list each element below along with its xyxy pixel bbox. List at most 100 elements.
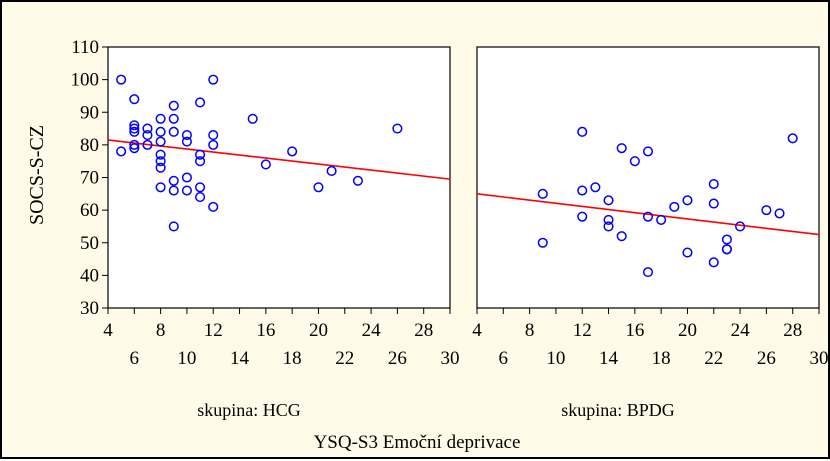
x-tick-label: 10 <box>546 348 565 369</box>
y-tick-label: 110 <box>71 37 99 58</box>
data-point <box>155 162 166 173</box>
x-tick-label: 28 <box>414 320 433 341</box>
data-point <box>168 185 179 196</box>
x-tick-label: 10 <box>177 348 196 369</box>
y-tick-label: 60 <box>80 200 99 221</box>
data-point <box>181 130 192 141</box>
x-tick-label: 6 <box>499 348 509 369</box>
x-tick-label: 30 <box>441 348 460 369</box>
data-point <box>629 156 640 167</box>
data-point <box>129 126 140 137</box>
x-tick-label: 16 <box>256 320 275 341</box>
y-tick-label: 30 <box>80 298 99 319</box>
x-tick-label: 16 <box>625 320 644 341</box>
x-tick-label: 20 <box>309 320 328 341</box>
x-tick-label: 22 <box>335 348 354 369</box>
data-point <box>603 214 614 225</box>
data-point <box>313 182 324 193</box>
data-point <box>761 205 772 216</box>
y-tick-label: 90 <box>80 102 99 123</box>
x-tick-label: 24 <box>362 320 382 341</box>
plot-area-2 <box>476 46 820 309</box>
data-point <box>142 123 153 134</box>
data-point <box>682 195 693 206</box>
data-point <box>774 208 785 219</box>
data-point <box>708 257 719 268</box>
data-point <box>195 97 206 108</box>
x-tick-label: 24 <box>731 320 751 341</box>
regression-line <box>107 139 451 180</box>
data-point <box>129 120 140 131</box>
data-point <box>155 149 166 160</box>
x-tick-label: 8 <box>156 320 166 341</box>
data-point <box>787 133 798 144</box>
data-point <box>142 139 153 150</box>
data-point <box>155 136 166 147</box>
x-tick-label: 8 <box>525 320 535 341</box>
x-tick-label: 18 <box>283 348 302 369</box>
x-tick-label: 14 <box>599 348 619 369</box>
x-tick-label: 26 <box>388 348 407 369</box>
x-tick-label: 12 <box>573 320 592 341</box>
data-point <box>642 267 654 278</box>
x-tick-label: 12 <box>204 320 223 341</box>
panel-group-label: skupina: BPDG <box>561 400 675 420</box>
y-tick-label: 40 <box>80 265 99 286</box>
data-point <box>168 126 179 137</box>
data-point <box>616 143 627 154</box>
panel-group-label: skupina: HCG <box>197 400 301 420</box>
data-point <box>129 143 140 154</box>
data-point <box>287 146 298 157</box>
data-point <box>129 123 140 134</box>
data-point <box>326 165 337 177</box>
data-point <box>721 234 732 245</box>
data-point <box>577 211 588 222</box>
data-point <box>168 100 179 111</box>
data-point <box>208 139 219 150</box>
x-tick-label: 22 <box>704 348 723 369</box>
data-point <box>181 185 192 196</box>
data-point <box>155 113 166 124</box>
data-point <box>708 178 719 190</box>
data-point <box>577 126 588 137</box>
data-point <box>155 126 166 137</box>
data-point <box>392 123 403 134</box>
data-point <box>642 146 654 157</box>
x-tick-label: 28 <box>783 320 802 341</box>
data-point <box>195 192 206 203</box>
x-tick-label: 4 <box>472 320 482 341</box>
data-point <box>352 175 363 186</box>
data-point <box>577 185 588 196</box>
data-point <box>129 139 140 150</box>
data-point <box>116 146 127 157</box>
data-point <box>247 113 258 124</box>
data-point <box>155 156 166 167</box>
data-point <box>181 172 192 183</box>
x-tick-label: 30 <box>810 348 829 369</box>
plot-area-1 <box>107 46 451 309</box>
x-tick-label: 6 <box>130 348 140 369</box>
y-tick-label: 50 <box>80 233 99 254</box>
data-point <box>603 221 614 232</box>
data-point <box>155 182 166 193</box>
data-point <box>168 221 179 232</box>
data-point <box>537 237 548 248</box>
data-point <box>195 182 206 193</box>
data-point <box>616 231 627 242</box>
x-tick-label: 4 <box>103 320 113 341</box>
data-point <box>195 156 206 167</box>
data-point <box>682 247 693 258</box>
x-axis-label: YSQ-S3 Emoční deprivace <box>314 432 521 453</box>
data-point <box>142 130 153 141</box>
data-point <box>116 74 127 85</box>
data-point <box>603 195 614 206</box>
data-point <box>181 136 192 147</box>
y-tick-label: 80 <box>80 135 99 156</box>
x-tick-label: 26 <box>757 348 776 369</box>
y-axis-label: SOCS-S-CZ <box>26 125 48 225</box>
data-point <box>590 182 601 193</box>
y-tick-label: 70 <box>80 168 99 189</box>
data-point <box>208 201 219 212</box>
